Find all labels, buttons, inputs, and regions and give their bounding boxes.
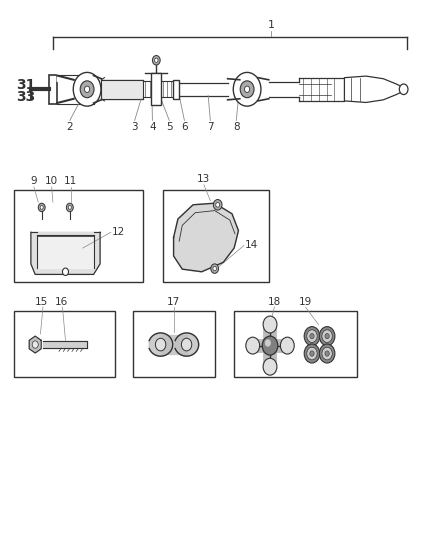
- Polygon shape: [175, 333, 199, 356]
- Circle shape: [399, 84, 408, 94]
- Circle shape: [213, 199, 222, 210]
- Circle shape: [80, 81, 94, 98]
- Circle shape: [319, 327, 335, 345]
- Circle shape: [263, 358, 277, 375]
- Text: 4: 4: [149, 122, 156, 132]
- Circle shape: [244, 86, 250, 92]
- Circle shape: [211, 264, 219, 273]
- Bar: [49, 75, 57, 104]
- Circle shape: [304, 327, 320, 345]
- Circle shape: [307, 330, 317, 342]
- Circle shape: [213, 266, 216, 271]
- Text: 19: 19: [299, 296, 312, 306]
- Bar: [133, 311, 215, 377]
- Text: 11: 11: [64, 176, 77, 187]
- Circle shape: [233, 72, 261, 106]
- Circle shape: [265, 340, 271, 346]
- Circle shape: [310, 351, 314, 356]
- Circle shape: [280, 337, 294, 354]
- Text: 2: 2: [67, 122, 73, 132]
- Circle shape: [322, 347, 332, 360]
- Text: 3: 3: [131, 122, 138, 132]
- Text: 6: 6: [181, 122, 188, 132]
- Circle shape: [38, 203, 45, 212]
- Text: 8: 8: [233, 122, 240, 132]
- Circle shape: [85, 86, 90, 92]
- Text: 17: 17: [167, 296, 180, 306]
- Circle shape: [152, 55, 160, 65]
- Text: 12: 12: [112, 227, 125, 237]
- Bar: [173, 80, 179, 99]
- Bar: [14, 190, 143, 282]
- Circle shape: [325, 334, 329, 339]
- Text: 13: 13: [197, 174, 211, 184]
- Circle shape: [319, 344, 335, 363]
- Circle shape: [155, 338, 166, 351]
- Text: 18: 18: [268, 296, 281, 306]
- Circle shape: [325, 351, 329, 356]
- Bar: [163, 190, 269, 282]
- Text: 16: 16: [55, 296, 68, 306]
- Circle shape: [73, 72, 101, 106]
- Polygon shape: [173, 203, 238, 272]
- Circle shape: [310, 334, 314, 339]
- Circle shape: [307, 347, 317, 360]
- Polygon shape: [29, 336, 41, 353]
- Polygon shape: [57, 68, 94, 82]
- Text: 15: 15: [35, 296, 48, 306]
- Circle shape: [304, 344, 320, 363]
- Text: 7: 7: [207, 122, 214, 132]
- Text: 1: 1: [267, 20, 274, 30]
- Circle shape: [155, 58, 158, 62]
- Circle shape: [40, 206, 43, 209]
- Text: 31: 31: [17, 78, 36, 92]
- Text: 9: 9: [31, 176, 37, 187]
- Text: 33: 33: [17, 90, 36, 103]
- Polygon shape: [31, 232, 100, 274]
- Bar: [234, 311, 357, 377]
- Text: 5: 5: [166, 122, 173, 132]
- Bar: [101, 80, 143, 99]
- Circle shape: [216, 203, 219, 207]
- Bar: [151, 74, 162, 105]
- Circle shape: [262, 336, 278, 355]
- Circle shape: [240, 81, 254, 98]
- Polygon shape: [161, 335, 187, 354]
- Circle shape: [322, 330, 332, 342]
- Text: 14: 14: [245, 240, 258, 251]
- Polygon shape: [42, 341, 87, 348]
- Circle shape: [263, 316, 277, 333]
- Circle shape: [181, 338, 192, 351]
- Circle shape: [63, 268, 68, 276]
- Circle shape: [246, 337, 260, 354]
- Polygon shape: [344, 76, 407, 102]
- Text: 10: 10: [45, 176, 58, 187]
- Circle shape: [66, 203, 73, 212]
- Polygon shape: [149, 333, 173, 356]
- Bar: [14, 311, 115, 377]
- Circle shape: [68, 206, 71, 209]
- Polygon shape: [36, 236, 95, 268]
- Circle shape: [32, 341, 38, 348]
